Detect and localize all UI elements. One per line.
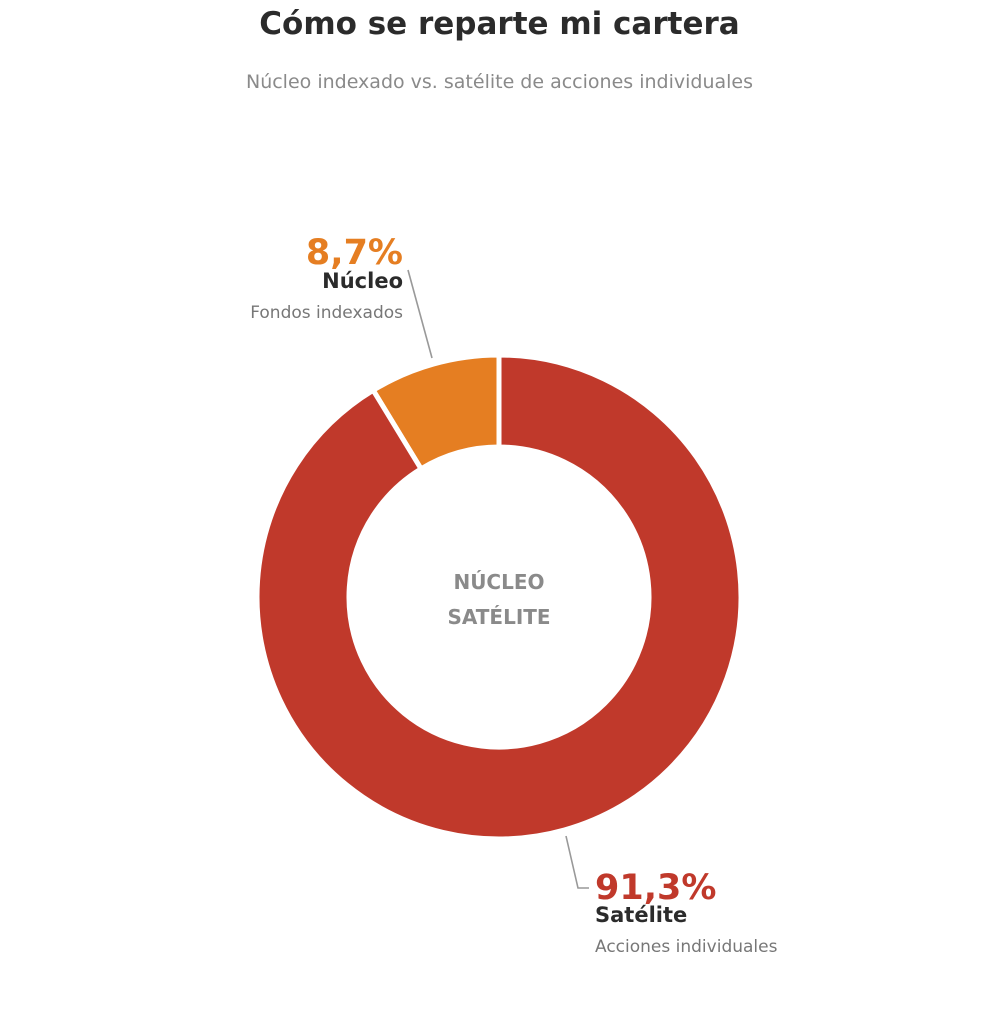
center-label-nucleo: NÚCLEO <box>453 570 544 594</box>
chart-subtitle: Núcleo indexado vs. satélite de acciones… <box>245 71 754 93</box>
value-label-satelite: 91,3% <box>595 868 716 908</box>
slice-sublabel-nucleo: Fondos indexados <box>250 303 403 323</box>
chart-title: Cómo se reparte mi cartera <box>259 6 740 42</box>
slice-label-satelite: Satélite <box>595 903 687 927</box>
donut-slices <box>254 352 744 842</box>
slice-label-nucleo: Núcleo <box>322 269 403 293</box>
leader-line-nucleo <box>407 269 433 359</box>
center-label-satelite: SATÉLITE <box>447 605 550 629</box>
leader-line-satelite <box>565 835 589 889</box>
value-label-nucleo: 8,7% <box>306 233 403 273</box>
slice-satelite <box>254 352 744 842</box>
slice-sublabel-satelite: Acciones individuales <box>595 937 778 957</box>
